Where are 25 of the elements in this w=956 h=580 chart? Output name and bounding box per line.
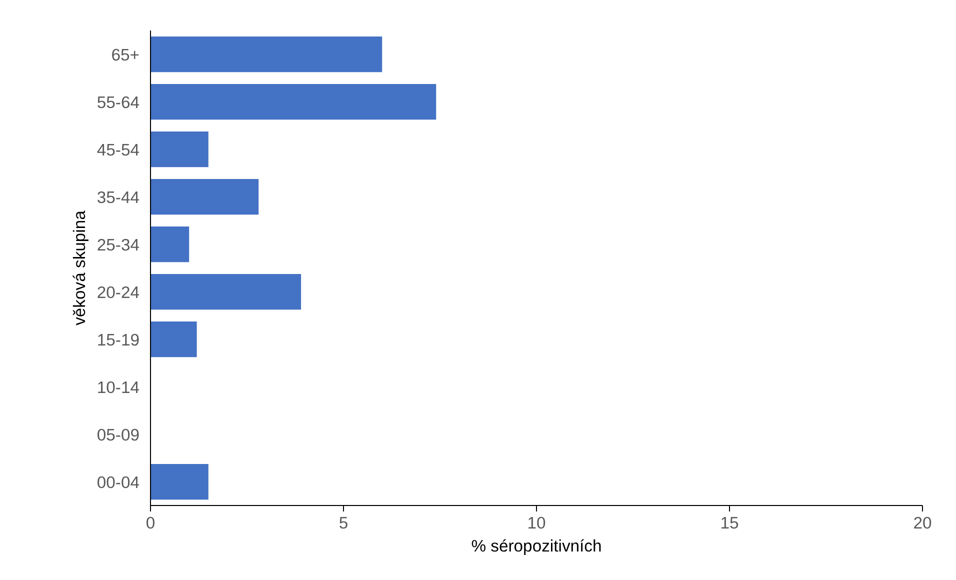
y-tick-label: 55-64: [96, 92, 140, 112]
y-tick-label: 65+: [111, 45, 140, 64]
y-tick-label: 10-14: [96, 378, 140, 397]
bar: [150, 36, 382, 72]
x-tick-label: 5: [338, 514, 348, 532]
y-tick-label: 35-44: [96, 188, 140, 207]
x-axis-title: % séropozitivních: [471, 536, 602, 556]
x-tick-label: 20: [913, 514, 932, 532]
y-axis-title: věková skupina: [70, 210, 89, 326]
x-tick-label: 10: [527, 514, 546, 532]
bar: [150, 464, 208, 500]
y-tick-label: 45-54: [96, 140, 140, 160]
y-tick-label: 15-19: [96, 330, 140, 350]
bar: [150, 226, 190, 262]
bar: [150, 84, 436, 120]
y-tick-label: 00-04: [96, 472, 140, 492]
bar: [150, 321, 197, 358]
x-tick-label: 15: [720, 514, 739, 532]
bar: [150, 131, 208, 168]
bar: [150, 274, 302, 310]
bar: [150, 178, 259, 215]
y-tick-label: 05-09: [96, 425, 140, 444]
x-tick-label: 0: [146, 514, 156, 532]
y-tick-label: 25-34: [96, 235, 140, 254]
y-tick-label: 20-24: [96, 282, 140, 302]
